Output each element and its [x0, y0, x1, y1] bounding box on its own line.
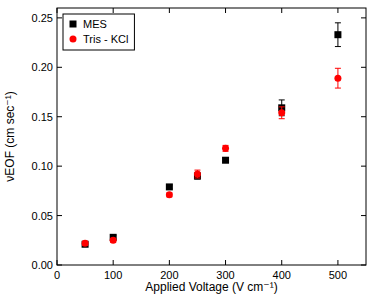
error-cap: [194, 170, 200, 171]
y-tick-label: 0.20: [32, 61, 53, 73]
x-tick-top: [169, 8, 170, 13]
point: [222, 157, 229, 164]
plot-frame: [57, 8, 366, 265]
point: [82, 240, 89, 247]
point: [222, 145, 229, 152]
y-tick: [57, 265, 62, 266]
x-tick: [225, 260, 226, 265]
series: [82, 23, 342, 248]
error-cap: [335, 68, 341, 69]
legend-marker: [70, 36, 77, 43]
point: [334, 75, 341, 82]
error-bar: [279, 107, 285, 119]
y-tick-right: [361, 67, 366, 68]
legend-label: MES: [83, 18, 107, 30]
y-tick-right: [361, 215, 366, 216]
x-tick-top: [57, 8, 58, 13]
x-tick: [281, 260, 282, 265]
y-tick-right: [361, 116, 366, 117]
x-tick: [57, 260, 58, 265]
x-tick-top: [225, 8, 226, 13]
y-tick: [57, 166, 62, 167]
y-tick-right: [361, 166, 366, 167]
point: [82, 241, 89, 248]
point: [278, 109, 285, 116]
legend-box: [63, 14, 134, 50]
y-tick-label: 0.15: [32, 111, 53, 123]
point: [110, 237, 117, 244]
y-tick-right: [361, 17, 366, 18]
x-tick-label: 0: [54, 269, 60, 281]
legend-label: Tris - KCl: [83, 33, 128, 45]
legend: MES Tris - KCl: [63, 14, 134, 50]
x-axis-label: Applied Voltage (V cm⁻¹): [145, 280, 277, 294]
y-tick: [57, 67, 62, 68]
series: [82, 68, 342, 246]
error-cap: [335, 46, 341, 47]
point: [166, 191, 173, 198]
point: [194, 171, 201, 178]
chart: 01002003004005000.000.050.100.150.200.25…: [0, 0, 392, 296]
x-tick: [169, 260, 170, 265]
error-cap: [335, 22, 341, 23]
plot-area: [82, 23, 342, 248]
y-tick: [57, 17, 62, 18]
x-tick-label: 100: [104, 269, 122, 281]
y-tick-label: 0.00: [32, 259, 53, 271]
point: [334, 31, 341, 38]
error-cap: [279, 118, 285, 119]
y-tick-label: 0.25: [32, 12, 53, 24]
error-bar: [194, 170, 200, 178]
x-tick-top: [281, 8, 282, 13]
y-tick-right: [361, 265, 366, 266]
x-tick: [337, 260, 338, 265]
x-tick: [113, 260, 114, 265]
error-bar: [335, 68, 341, 88]
y-axis-label: νEOF (cm sec⁻¹): [3, 91, 17, 181]
error-cap: [335, 88, 341, 89]
point: [166, 183, 173, 190]
y-tick-label: 0.05: [32, 210, 53, 222]
x-tick-label: 500: [329, 269, 347, 281]
y-tick-label: 0.10: [32, 160, 53, 172]
error-cap: [279, 106, 285, 107]
error-cap: [279, 99, 285, 100]
x-tick-top: [113, 8, 114, 13]
error-cap: [194, 178, 200, 179]
x-tick-top: [337, 8, 338, 13]
error-bar: [335, 23, 341, 47]
legend-marker: [70, 21, 77, 28]
y-tick: [57, 116, 62, 117]
error-bar: [223, 145, 229, 151]
y-tick: [57, 215, 62, 216]
